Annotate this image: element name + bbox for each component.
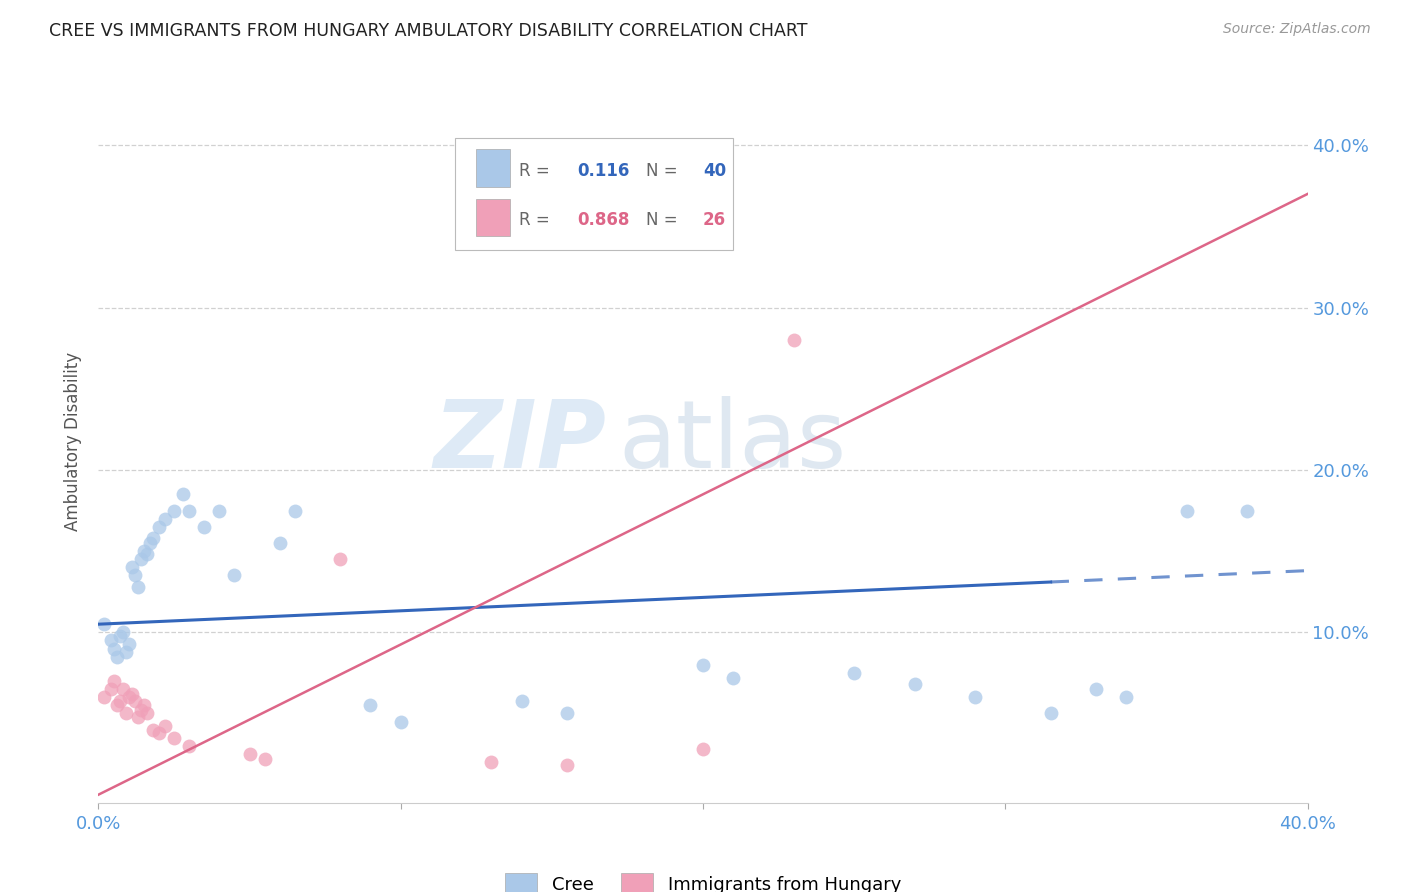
Text: R =: R = [519, 211, 555, 229]
Point [142, 723, 165, 737]
Point [163, 503, 186, 517]
Point [111, 625, 134, 640]
Point [1175, 503, 1198, 517]
Point [692, 742, 714, 756]
Point [783, 333, 806, 347]
Point [389, 714, 412, 729]
Point [253, 752, 276, 766]
Point [208, 503, 231, 517]
Y-axis label: Ambulatory Disability: Ambulatory Disability [65, 352, 83, 531]
Point [108, 629, 131, 643]
Text: N =: N = [647, 162, 683, 180]
Point [723, 671, 745, 685]
Point [127, 710, 149, 724]
Point [127, 580, 149, 594]
Point [108, 693, 131, 707]
Point [284, 503, 307, 517]
Text: ZIP: ZIP [433, 395, 606, 488]
Point [179, 503, 201, 517]
Point [129, 703, 152, 717]
FancyBboxPatch shape [475, 199, 509, 236]
Point [153, 719, 176, 733]
Point [105, 698, 128, 713]
Point [153, 511, 176, 525]
Point [1236, 503, 1258, 517]
Text: 26: 26 [703, 211, 725, 229]
Point [481, 755, 503, 769]
Point [100, 633, 122, 648]
Point [121, 560, 143, 574]
FancyBboxPatch shape [475, 149, 509, 187]
Text: Source: ZipAtlas.com: Source: ZipAtlas.com [1223, 22, 1371, 37]
Point [93, 617, 115, 632]
Point [142, 531, 165, 545]
Text: 0.868: 0.868 [578, 211, 630, 229]
Text: 40: 40 [703, 162, 725, 180]
Point [118, 690, 141, 705]
Point [172, 487, 194, 501]
Point [1039, 706, 1062, 721]
Point [179, 739, 201, 753]
Point [360, 698, 382, 713]
Point [93, 690, 115, 705]
Point [692, 657, 714, 672]
Point [555, 758, 578, 772]
Point [103, 673, 125, 688]
Point [1115, 690, 1137, 705]
Text: atlas: atlas [619, 395, 846, 488]
Text: 0.116: 0.116 [578, 162, 630, 180]
Point [132, 698, 155, 713]
Point [100, 682, 122, 697]
Point [329, 552, 352, 566]
FancyBboxPatch shape [456, 138, 734, 250]
Point [139, 536, 162, 550]
Point [118, 637, 141, 651]
Point [114, 645, 136, 659]
Point [111, 682, 134, 697]
Point [148, 726, 170, 740]
Point [105, 649, 128, 664]
Point [103, 641, 125, 656]
Point [1085, 682, 1108, 697]
Point [148, 520, 170, 534]
Point [844, 665, 866, 680]
Point [135, 706, 157, 721]
Text: CREE VS IMMIGRANTS FROM HUNGARY AMBULATORY DISABILITY CORRELATION CHART: CREE VS IMMIGRANTS FROM HUNGARY AMBULATO… [49, 22, 807, 40]
Point [124, 693, 146, 707]
Point [965, 690, 987, 705]
Point [269, 536, 291, 550]
Point [114, 706, 136, 721]
Text: R =: R = [519, 162, 555, 180]
Point [129, 552, 152, 566]
Point [224, 568, 246, 582]
Point [163, 731, 186, 745]
Text: N =: N = [647, 211, 683, 229]
Point [904, 677, 927, 691]
Point [124, 568, 146, 582]
Point [555, 706, 578, 721]
Legend: Cree, Immigrants from Hungary: Cree, Immigrants from Hungary [498, 866, 908, 892]
Point [193, 520, 215, 534]
Point [510, 693, 533, 707]
Point [121, 687, 143, 701]
Point [135, 548, 157, 562]
Point [132, 544, 155, 558]
Point [239, 747, 262, 761]
